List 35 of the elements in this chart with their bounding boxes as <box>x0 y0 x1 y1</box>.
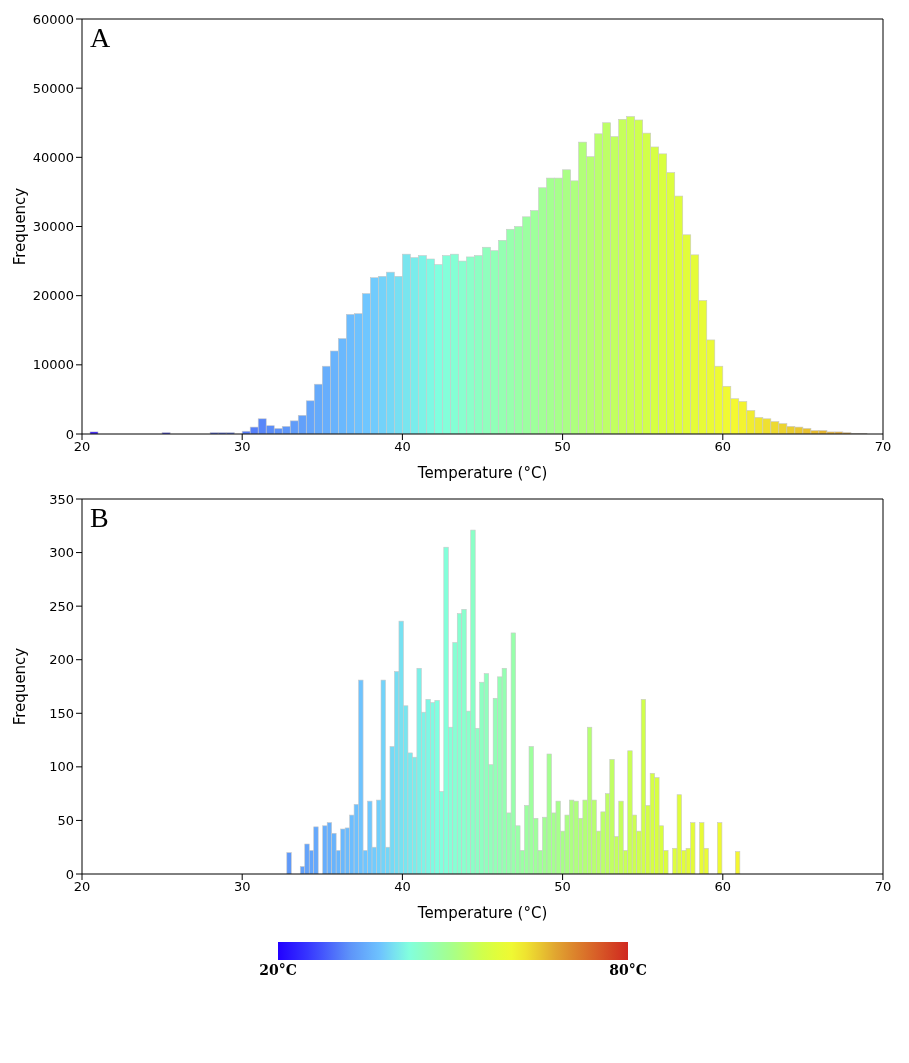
y-tick-label: 150 <box>49 705 74 721</box>
x-tick-label: 30 <box>233 439 251 455</box>
x-tick-label: 40 <box>394 879 411 895</box>
y-tick-label: 100 <box>49 759 74 775</box>
y-tick-label: 40000 <box>32 149 74 165</box>
annotation: B <box>90 502 109 534</box>
x-tick-label: 20 <box>73 439 91 455</box>
y-axis-title: Frequency <box>11 647 30 726</box>
y-tick-label: 250 <box>49 598 74 614</box>
y-tick-label: 350 <box>49 491 74 507</box>
y-tick-label: 50000 <box>32 80 74 96</box>
y-tick-label: 0 <box>65 866 74 882</box>
x-tick-label: 50 <box>554 879 571 895</box>
y-tick-label: 200 <box>49 652 74 668</box>
y-tick-label: 20000 <box>32 288 74 304</box>
x-tick-label: 20 <box>73 879 91 895</box>
x-tick-label: 60 <box>714 439 732 455</box>
annotation: A <box>90 22 111 54</box>
y-tick-label: 300 <box>49 545 74 561</box>
x-axis-title: Temperature (°C) <box>416 904 548 922</box>
x-tick-label: 40 <box>394 439 411 455</box>
x-tick-label: 50 <box>554 439 571 455</box>
color-bar-label: 80°C <box>609 962 647 978</box>
y-tick-label: 0 <box>65 426 74 442</box>
y-tick-label: 10000 <box>32 357 74 373</box>
x-tick-label: 70 <box>874 439 892 455</box>
x-tick-label: 70 <box>874 879 892 895</box>
color-bar-label: 20°C <box>259 962 297 978</box>
y-axis-title: Frequency <box>11 187 30 266</box>
y-tick-label: 30000 <box>32 219 74 235</box>
y-tick-label: 60000 <box>32 11 74 27</box>
x-axis-title: Temperature (°C) <box>416 464 548 482</box>
y-tick-label: 50 <box>57 813 74 829</box>
x-tick-label: 30 <box>233 879 251 895</box>
x-tick-label: 60 <box>714 879 732 895</box>
